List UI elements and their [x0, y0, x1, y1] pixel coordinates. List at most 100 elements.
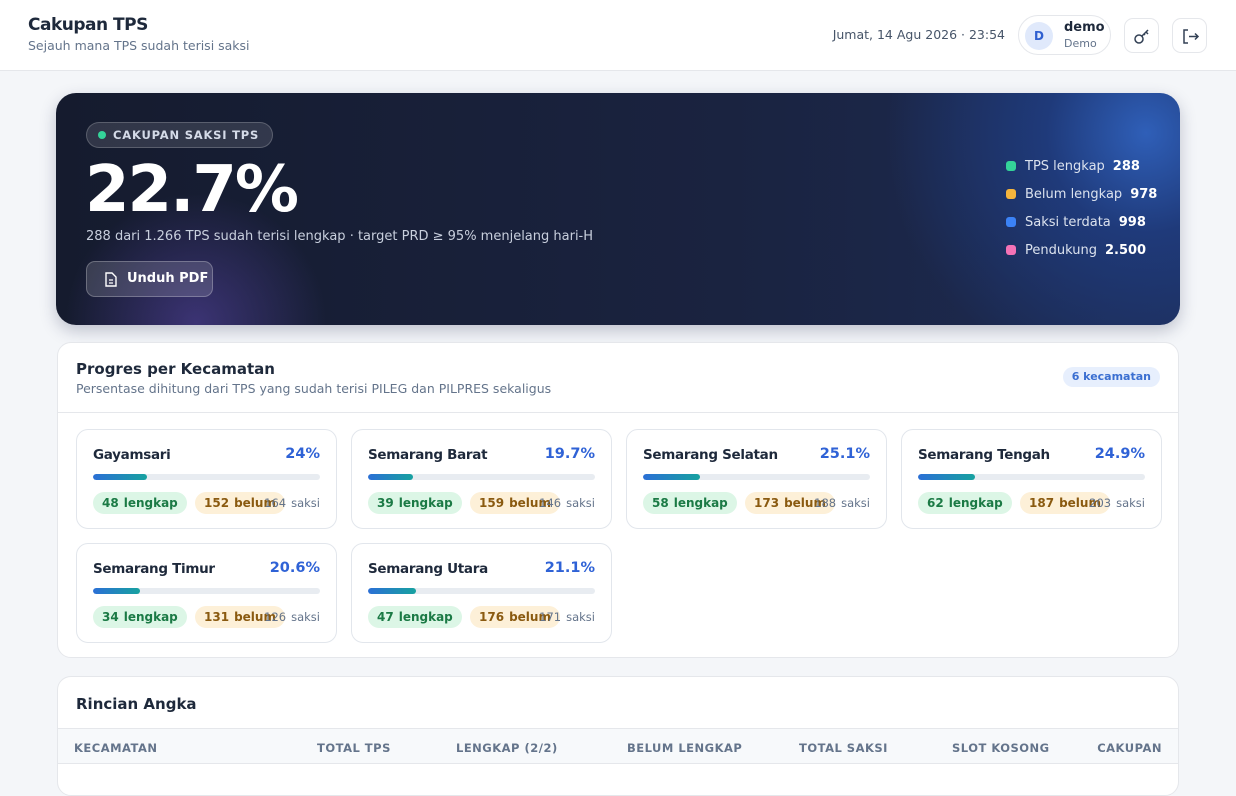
incomplete-pill: 152 belum	[195, 492, 285, 514]
district-name: Semarang Utara	[368, 561, 488, 577]
user-role: Demo	[1064, 37, 1097, 50]
witness-label: saksi	[1116, 496, 1145, 510]
stat-dot	[1006, 245, 1016, 255]
complete-count: 39	[377, 496, 394, 510]
download-pdf-button[interactable]: Unduh PDF	[86, 261, 213, 297]
progress-fill	[368, 474, 413, 480]
incomplete-label: belum	[234, 610, 276, 624]
complete-count: 47	[377, 610, 394, 624]
incomplete-count: 176	[479, 610, 505, 624]
progress-track	[93, 588, 320, 594]
stat-value: 288	[1112, 159, 1140, 174]
count-badge: 6 kecamatan	[1062, 367, 1160, 387]
complete-pill: 34 lengkap	[93, 606, 187, 628]
stat-value: 978	[1130, 187, 1158, 202]
stat-label: Saksi terdata	[1025, 215, 1111, 230]
logout-button[interactable]	[1172, 18, 1207, 53]
witness-label: saksi	[841, 496, 870, 510]
incomplete-count: 131	[204, 610, 230, 624]
complete-label: lengkap	[123, 496, 178, 510]
witness-number: 126	[264, 610, 287, 624]
district-percent: 20.6%	[269, 560, 320, 576]
hero-card: CAKUPAN SAKSI TPS 22.7% 288 dari 1.266 T…	[56, 93, 1180, 325]
section-title: Progres per Kecamatan	[76, 360, 275, 378]
complete-count: 62	[927, 496, 944, 510]
column-header: TOTAL TPS	[317, 741, 391, 755]
witness-count: 171 saksi	[539, 610, 595, 624]
witness-number: 164	[264, 496, 287, 510]
column-header: LENGKAP (2/2)	[456, 741, 558, 755]
complete-label: lengkap	[673, 496, 728, 510]
incomplete-pill: 159 belum	[470, 492, 560, 514]
complete-count: 34	[102, 610, 119, 624]
coverage-percent: 22.7%	[85, 153, 299, 227]
progress-track	[93, 474, 320, 480]
district-name: Semarang Barat	[368, 447, 488, 463]
user-name: demo	[1064, 20, 1105, 35]
complete-pill: 47 lengkap	[368, 606, 462, 628]
stat-row: Belum lengkap 978	[1006, 187, 1157, 202]
file-icon	[105, 272, 117, 287]
section-subtitle: Persentase dihitung dari TPS yang sudah …	[76, 381, 552, 396]
stat-label: Belum lengkap	[1025, 187, 1123, 202]
incomplete-pill: 176 belum	[470, 606, 560, 628]
witness-label: saksi	[291, 610, 320, 624]
complete-label: lengkap	[948, 496, 1003, 510]
district-card: Semarang Selatan 25.1% 58 lengkap 173 belum 18…	[626, 429, 887, 529]
column-header: SLOT KOSONG	[952, 741, 1050, 755]
stat-row: TPS lengkap 288	[1006, 159, 1140, 174]
complete-pill: 58 lengkap	[643, 492, 737, 514]
incomplete-label: belum	[509, 610, 551, 624]
datetime: Jumat, 14 Agu 2026 · 23:54	[832, 27, 1005, 42]
avatar: D	[1025, 22, 1053, 50]
column-header: CAKUPAN	[1097, 741, 1162, 755]
district-name: Semarang Tengah	[918, 447, 1050, 463]
district-name: Semarang Selatan	[643, 447, 778, 463]
progress-track	[643, 474, 870, 480]
coverage-description: 288 dari 1.266 TPS sudah terisi lengkap …	[86, 229, 594, 244]
district-name: Gayamsari	[93, 447, 171, 463]
stat-row: Pendukung 2.500	[1006, 243, 1146, 258]
column-header: KECAMATAN	[74, 741, 158, 755]
incomplete-label: belum	[784, 496, 826, 510]
witness-number: 203	[1089, 496, 1112, 510]
incomplete-pill: 173 belum	[745, 492, 835, 514]
witness-count: 188 saksi	[814, 496, 870, 510]
complete-pill: 48 lengkap	[93, 492, 187, 514]
district-percent: 24%	[285, 446, 320, 462]
key-button[interactable]	[1124, 18, 1159, 53]
incomplete-label: belum	[1059, 496, 1101, 510]
complete-count: 48	[102, 496, 119, 510]
complete-label: lengkap	[398, 496, 453, 510]
incomplete-pill: 187 belum	[1020, 492, 1110, 514]
incomplete-count: 152	[204, 496, 230, 510]
progress-track	[918, 474, 1145, 480]
witness-number: 188	[814, 496, 837, 510]
button-text: Unduh PDF	[127, 271, 209, 286]
district-name: Semarang Timur	[93, 561, 215, 577]
witness-count: 146 saksi	[539, 496, 595, 510]
key-icon	[1134, 29, 1149, 44]
table-header: KECAMATAN TOTAL TPS LENGKAP (2/2) BELUM LEN…	[58, 728, 1178, 764]
progress-track	[368, 588, 595, 594]
stat-dot	[1006, 217, 1016, 227]
page-subtitle: Sejauh mana TPS sudah terisi saksi	[28, 38, 250, 53]
divider	[58, 412, 1178, 413]
complete-count: 58	[652, 496, 669, 510]
district-percent: 21.1%	[544, 560, 595, 576]
district-percent: 19.7%	[544, 446, 595, 462]
user-chip[interactable]: D demo Demo	[1018, 15, 1111, 55]
stat-value: 2.500	[1104, 243, 1147, 258]
witness-count: 164 saksi	[264, 496, 320, 510]
incomplete-count: 159	[479, 496, 505, 510]
witness-label: saksi	[566, 496, 595, 510]
progress-fill	[643, 474, 700, 480]
witness-count: 126 saksi	[264, 610, 320, 624]
logout-icon	[1183, 29, 1200, 44]
district-card: Semarang Timur 20.6% 34 lengkap 131 belum 126 s…	[76, 543, 337, 643]
incomplete-count: 173	[754, 496, 780, 510]
column-header: TOTAL SAKSI	[799, 741, 888, 755]
district-percent: 24.9%	[1094, 446, 1145, 462]
badge-text: CAKUPAN SAKSI TPS	[113, 128, 260, 142]
progress-fill	[93, 588, 140, 594]
